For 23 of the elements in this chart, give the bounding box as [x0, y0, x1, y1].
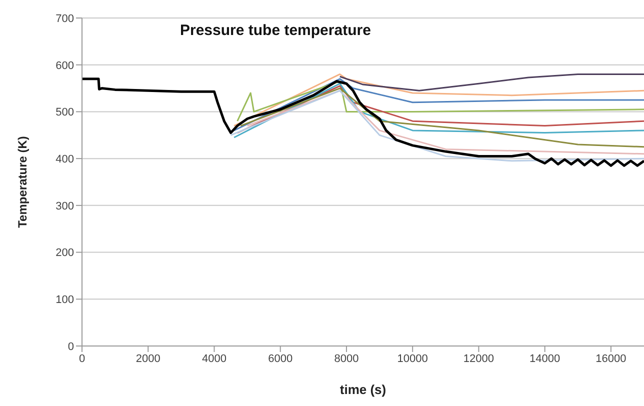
x-tick-label: 0 — [78, 352, 86, 365]
x-tick-label: 4000 — [202, 352, 226, 365]
x-tick-label: 16000 — [596, 352, 626, 365]
y-tick-label: 100 — [56, 294, 74, 306]
y-tick-label: 400 — [56, 153, 74, 166]
x-tick-label: 8000 — [334, 352, 359, 365]
x-axis-title: time (s) — [340, 382, 386, 397]
y-tick-label: 500 — [56, 106, 74, 119]
x-tick-label: 6000 — [268, 352, 293, 365]
y-tick-label: 600 — [56, 60, 74, 72]
x-tick-label: 12000 — [463, 352, 494, 365]
x-tick-label: 10000 — [397, 352, 428, 365]
y-tick-label: 300 — [56, 200, 74, 212]
line-series — [236, 80, 644, 122]
line-series — [82, 78, 644, 167]
x-tick-label: 2000 — [136, 352, 160, 365]
line-series — [339, 73, 644, 92]
y-axis-title: Temperature (K) — [15, 136, 30, 228]
y-tick-label: 700 — [56, 12, 74, 25]
y-tick-label: 200 — [56, 247, 74, 260]
chart-title: Pressure tube temperature — [180, 22, 371, 39]
y-tick-label: 0 — [68, 340, 74, 353]
x-tick-label: 14000 — [530, 352, 560, 365]
